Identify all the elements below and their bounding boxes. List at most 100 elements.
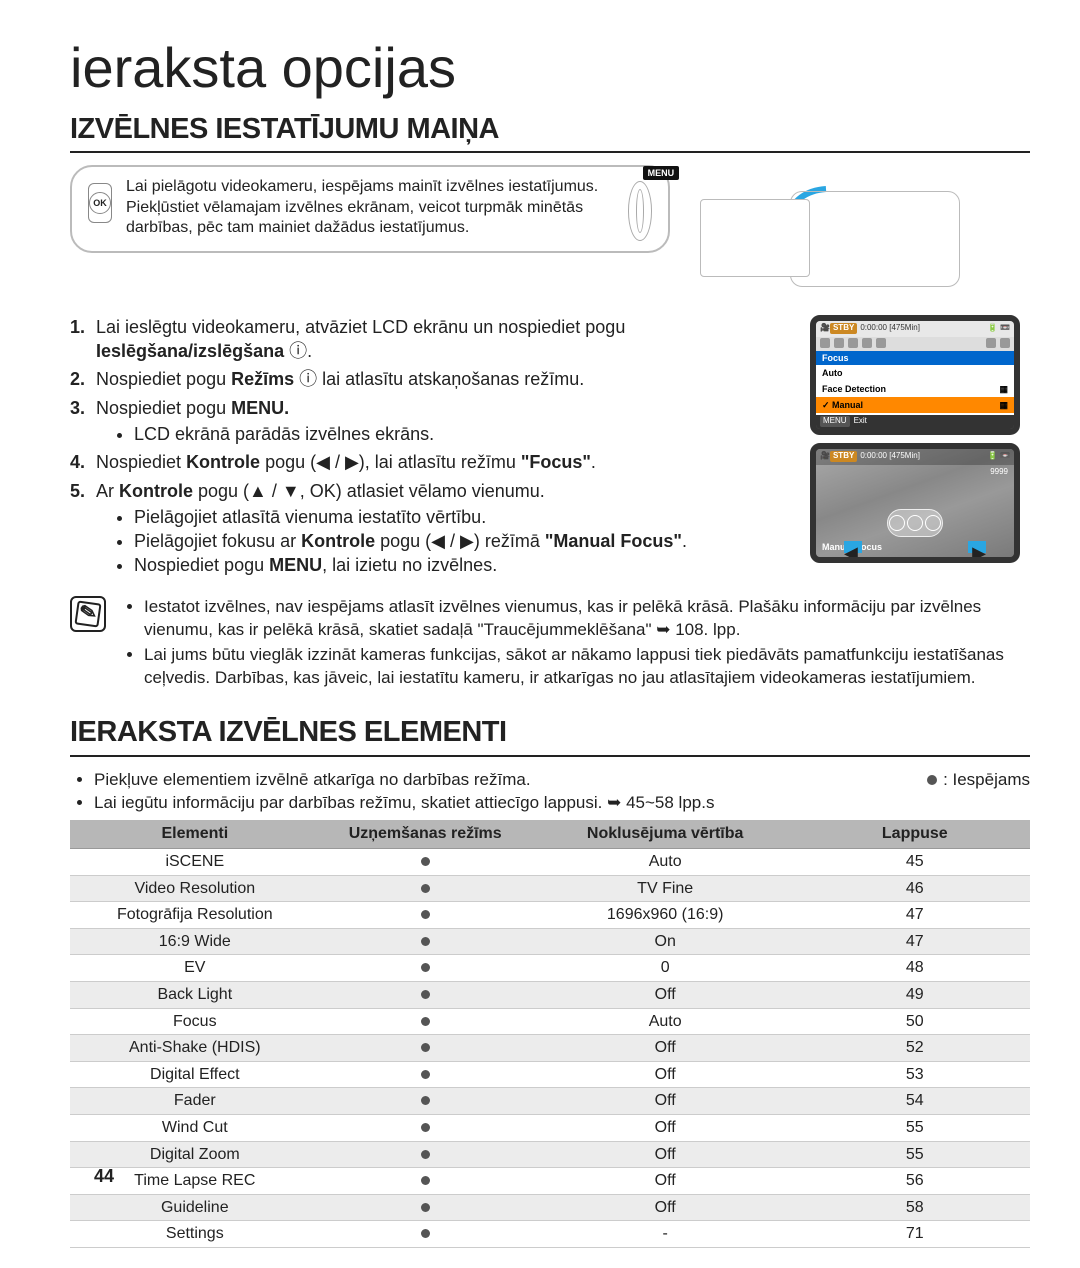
page-number: 44 bbox=[94, 1164, 114, 1188]
callout-text: Lai pielāgotu videokameru, iespējams mai… bbox=[126, 177, 622, 239]
cell-element: Video Resolution bbox=[70, 875, 320, 902]
cell-page: 55 bbox=[800, 1115, 1030, 1142]
rec-icon: 🎥 bbox=[820, 451, 830, 462]
cell-element: iSCENE bbox=[70, 849, 320, 876]
cell-element: Back Light bbox=[70, 982, 320, 1009]
counter: 9999 bbox=[990, 467, 1008, 478]
table-row: Settings-71 bbox=[70, 1221, 1030, 1248]
time-label: 0:00:00 [475Min] bbox=[860, 323, 920, 334]
cell-default: Off bbox=[531, 982, 800, 1009]
pre-table-item: Lai iegūtu informāciju par darbības režī… bbox=[94, 792, 1030, 815]
ok-label: OK bbox=[89, 192, 111, 214]
cell-element: Fader bbox=[70, 1088, 320, 1115]
step-bold: Ieslēgšana/izslēgšana bbox=[96, 341, 284, 361]
dot-icon bbox=[421, 963, 430, 972]
step-bullet: Nospiediet pogu MENU, lai izietu no izvē… bbox=[134, 553, 796, 577]
cell-page: 54 bbox=[800, 1088, 1030, 1115]
table-row: Fader Off54 bbox=[70, 1088, 1030, 1115]
step-5: 5.Ar Kontrole pogu (▲ / ▼, OK) atlasiet … bbox=[96, 479, 796, 578]
cell-mode bbox=[320, 1168, 531, 1195]
cell-element: Digital Effect bbox=[70, 1061, 320, 1088]
table-row: FocusAuto50 bbox=[70, 1008, 1030, 1035]
cell-default: On bbox=[531, 928, 800, 955]
table-row: Back Light Off49 bbox=[70, 982, 1030, 1009]
dot-icon bbox=[421, 1043, 430, 1052]
dot-icon bbox=[421, 1123, 430, 1132]
right-arrow-icon: ▶ bbox=[968, 541, 986, 553]
pre-table-notes: Piekļuve elementiem izvēlnē atkarīga no … bbox=[70, 769, 1030, 815]
cell-default: 0 bbox=[531, 955, 800, 982]
step-tail: ⓘ lai atlasītu atskaņošanas režīmu. bbox=[294, 369, 584, 389]
menu-chip: MENU bbox=[820, 416, 850, 427]
cell-page: 53 bbox=[800, 1061, 1030, 1088]
table-header: Elementi bbox=[70, 820, 320, 848]
table-row: GuidelineOff58 bbox=[70, 1194, 1030, 1221]
focus-ring-icon bbox=[887, 509, 943, 537]
step-text: Ar bbox=[96, 481, 119, 501]
step-num: 5. bbox=[70, 479, 85, 503]
menu-option: Auto bbox=[816, 365, 1014, 381]
step-text: Lai ieslēgtu videokameru, atvāziet LCD e… bbox=[96, 317, 625, 337]
cell-element: EV bbox=[70, 955, 320, 982]
left-arrow-icon: ◀ bbox=[844, 541, 862, 553]
dot-icon bbox=[421, 937, 430, 946]
step-text: Nospiediet pogu bbox=[96, 369, 231, 389]
steps-list: 1.Lai ieslēgtu videokameru, atvāziet LCD… bbox=[70, 315, 796, 578]
cell-default: Off bbox=[531, 1061, 800, 1088]
cell-default: Off bbox=[531, 1088, 800, 1115]
cell-default: Off bbox=[531, 1141, 800, 1168]
cell-mode bbox=[320, 1088, 531, 1115]
cell-page: 58 bbox=[800, 1194, 1030, 1221]
dot-icon bbox=[421, 1176, 430, 1185]
dot-icon bbox=[421, 1017, 430, 1026]
cell-page: 45 bbox=[800, 849, 1030, 876]
table-row: Wind CutOff55 bbox=[70, 1115, 1030, 1142]
camera-illustration bbox=[690, 165, 960, 305]
menu-dial-icon: MENU bbox=[628, 181, 652, 241]
cell-mode bbox=[320, 928, 531, 955]
lcd-preview-menu: 🎥STBY0:00:00 [475Min]🔋 📼 Focus AutoFace … bbox=[810, 315, 1020, 435]
cell-page: 49 bbox=[800, 982, 1030, 1009]
cell-page: 46 bbox=[800, 875, 1030, 902]
cell-page: 47 bbox=[800, 902, 1030, 929]
section-heading-2: IERAKSTA IZVĒLNES ELEMENTI bbox=[70, 713, 1030, 756]
ok-button-icon: OK bbox=[88, 183, 112, 223]
cell-mode bbox=[320, 955, 531, 982]
table-row: Anti-Shake (HDIS)Off52 bbox=[70, 1035, 1030, 1062]
time-label: 0:00:00 [475Min] bbox=[860, 451, 920, 462]
menu-option: ✓ Manual▦ bbox=[816, 397, 1014, 413]
dot-icon bbox=[421, 1150, 430, 1159]
step-bullet: Pielāgojiet fokusu ar Kontrole pogu (◀ /… bbox=[134, 529, 796, 553]
cell-mode bbox=[320, 1061, 531, 1088]
cell-element: 16:9 Wide bbox=[70, 928, 320, 955]
legend: : Iespējams bbox=[927, 769, 1030, 792]
pre-table-item: Piekļuve elementiem izvēlnē atkarīga no … bbox=[94, 769, 1030, 792]
step-tail: ⓘ. bbox=[284, 341, 312, 361]
step-num: 4. bbox=[70, 450, 85, 474]
rec-icon: 🎥 bbox=[820, 323, 830, 334]
dot-icon bbox=[927, 775, 937, 785]
cell-default: TV Fine bbox=[531, 875, 800, 902]
step-bold: MENU. bbox=[231, 398, 289, 418]
section-heading-1: IZVĒLNES IESTATĪJUMU MAIŅA bbox=[70, 110, 1030, 153]
cell-mode bbox=[320, 982, 531, 1009]
step-bold2: "Focus" bbox=[521, 452, 591, 472]
table-row: iSCENEAuto45 bbox=[70, 849, 1030, 876]
lcd-preview-focus: 🎥STBY0:00:00 [475Min]🔋 📼 9999 Manual Foc… bbox=[810, 443, 1020, 563]
step-num: 2. bbox=[70, 367, 85, 391]
cell-page: 55 bbox=[800, 1141, 1030, 1168]
step-bullet: Pielāgojiet atlasītā vienuma iestatīto v… bbox=[134, 505, 796, 529]
table-header: Noklusējuma vērtība bbox=[531, 820, 800, 848]
dot-icon bbox=[421, 990, 430, 999]
menu-option: Face Detection▦ bbox=[816, 381, 1014, 397]
page-title: ieraksta opcijas bbox=[70, 30, 1030, 106]
exit-label: Exit bbox=[854, 416, 867, 427]
table-row: Fotogrāfija Resolution1696x960 (16:9)47 bbox=[70, 902, 1030, 929]
step-4: 4.Nospiediet Kontrole pogu (◀ / ▶), lai … bbox=[96, 450, 796, 474]
step-bold: Kontrole bbox=[186, 452, 260, 472]
step-1: 1.Lai ieslēgtu videokameru, atvāziet LCD… bbox=[96, 315, 796, 364]
dot-icon bbox=[421, 910, 430, 919]
table-row: Digital ZoomOff55 bbox=[70, 1141, 1030, 1168]
cell-element: Focus bbox=[70, 1008, 320, 1035]
cell-default: Off bbox=[531, 1194, 800, 1221]
